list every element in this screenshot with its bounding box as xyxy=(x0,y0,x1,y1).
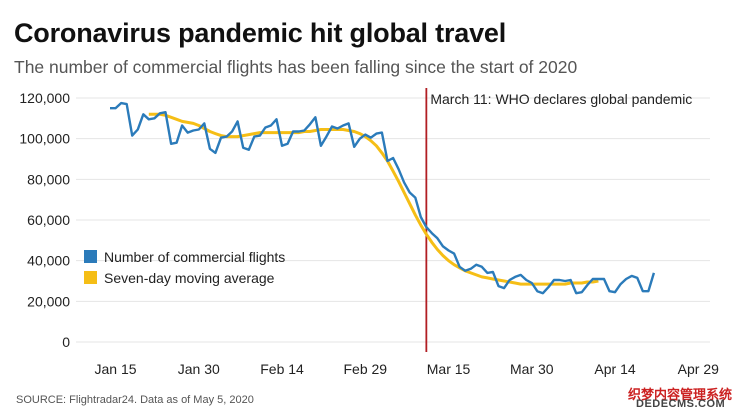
y-tick-label: 120,000 xyxy=(19,90,70,106)
x-tick-label: Jan 30 xyxy=(178,361,220,377)
y-tick-label: 100,000 xyxy=(19,131,70,147)
watermark-text: 织梦内容管理系统 xyxy=(628,387,733,402)
legend: Number of commercial flights Seven-day m… xyxy=(84,249,285,286)
watermark-subtext: DEDECMS.COM xyxy=(636,398,726,410)
legend-swatch-average xyxy=(84,271,97,284)
x-tick-label: Mar 30 xyxy=(510,361,554,377)
x-tick-label: Mar 15 xyxy=(427,361,471,377)
y-tick-label: 0 xyxy=(62,334,70,350)
y-tick-label: 60,000 xyxy=(27,212,70,228)
y-tick-label: 20,000 xyxy=(27,293,70,309)
legend-label-average: Seven-day moving average xyxy=(104,270,275,286)
source-note: SOURCE: Flightradar24. Data as of May 5,… xyxy=(16,394,254,406)
y-tick-label: 40,000 xyxy=(27,253,70,269)
series-line-commercial-flights xyxy=(110,101,656,295)
x-tick-label: Apr 29 xyxy=(678,361,719,377)
y-axis-labels: 0 20,000 40,000 60,000 80,000 100,000 120,000 xyxy=(19,90,70,350)
x-tick-label: Jan 15 xyxy=(95,361,137,377)
legend-label-flights: Number of commercial flights xyxy=(104,249,285,265)
chart-subtitle: The number of commercial flights has bee… xyxy=(14,57,578,77)
x-tick-label: Feb 29 xyxy=(344,361,388,377)
event-annotation: March 11: WHO declares global pandemic xyxy=(430,91,692,107)
grid-lines xyxy=(76,97,710,343)
legend-swatch-flights xyxy=(84,250,97,263)
x-tick-label: Apr 14 xyxy=(594,361,635,377)
x-tick-label: Feb 14 xyxy=(260,361,304,377)
x-axis-labels: Jan 15 Jan 30 Feb 14 Feb 29 Mar 15 Mar 30 Apr … xyxy=(95,361,720,377)
y-tick-label: 80,000 xyxy=(27,171,70,187)
chart-title: Coronavirus pandemic hit global travel xyxy=(14,18,507,48)
